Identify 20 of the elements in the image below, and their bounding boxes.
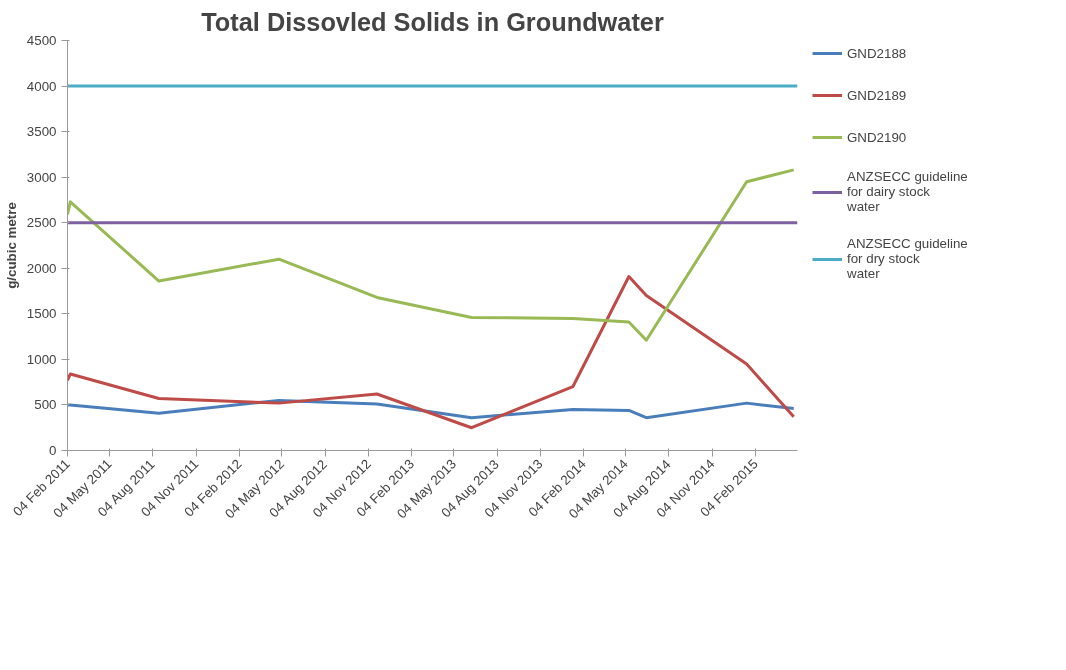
line-series (67, 168, 796, 342)
legend-label: GND2190 (847, 129, 908, 145)
y-tick-label: 2500 (26, 215, 57, 231)
y-tick-label: 1000 (26, 351, 57, 367)
y-tick-label: 3500 (26, 124, 57, 140)
y-tick-label: 2000 (26, 260, 57, 276)
line-series (67, 274, 796, 430)
chart-title: Total Dissovled Solids in Groundwater (201, 7, 664, 36)
y-tick-label: 3000 (26, 169, 57, 185)
legend-label: GND2189 (847, 87, 908, 103)
y-tick-label: 4500 (26, 33, 57, 48)
y-tick-label: 1500 (26, 306, 57, 322)
legend-label: GND2188 (847, 45, 908, 61)
line-series (67, 398, 796, 420)
legend-label: ANZSECC guideline for dairy stock water (847, 169, 968, 214)
y-tick-label: 4000 (26, 78, 57, 94)
y-axis-title: g/cubic metre (3, 202, 19, 289)
y-tick-label: 500 (34, 397, 57, 413)
legend-label: ANZSECC guideline for dry stock water (847, 236, 968, 281)
y-tick-label: 0 (49, 443, 57, 458)
